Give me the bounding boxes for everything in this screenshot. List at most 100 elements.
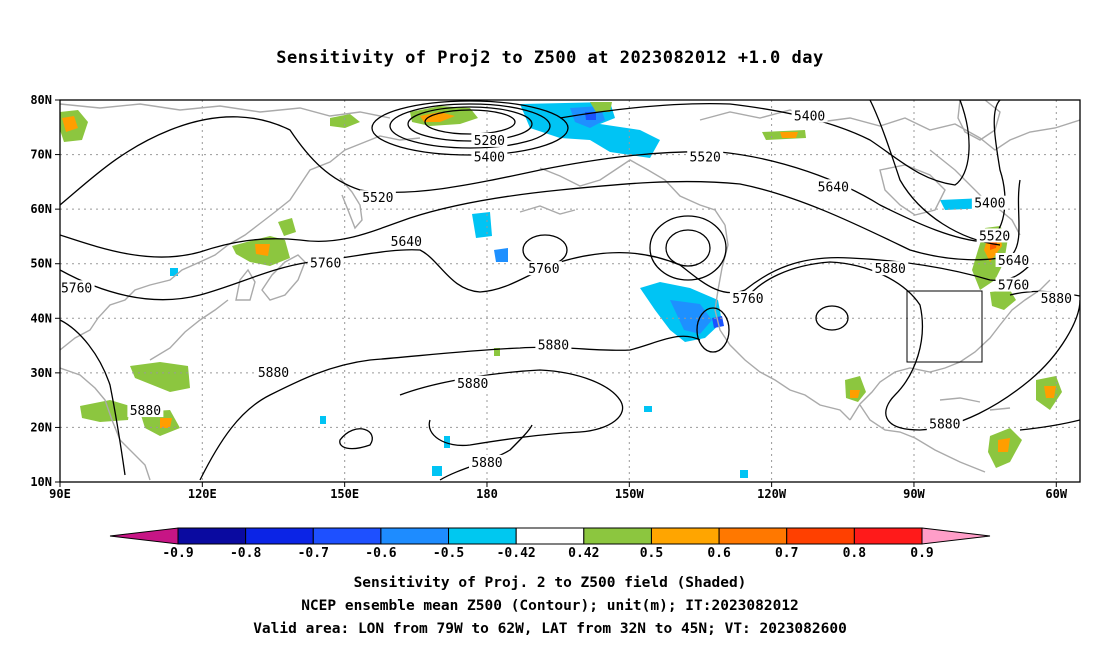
colorbar-label: 0.6 <box>707 546 731 561</box>
colorbar-label: -0.5 <box>433 546 464 561</box>
colorbar <box>109 527 991 545</box>
contour-label: 5760 <box>310 257 341 272</box>
contour-label-bg <box>127 403 164 418</box>
latitude-label: 30N <box>30 366 52 380</box>
contour-label: 5880 <box>1041 292 1072 307</box>
latitude-label: 50N <box>30 257 52 271</box>
contour-label: 5400 <box>974 197 1005 212</box>
contour-label-bg <box>995 252 1032 267</box>
contour-label-bg <box>471 132 508 147</box>
latitude-label: 20N <box>30 420 52 434</box>
contour-label-bg <box>1038 291 1075 306</box>
contour-label: 5400 <box>794 109 825 124</box>
contour-label: 5640 <box>818 180 849 195</box>
colorbar-label: 0.42 <box>568 546 599 561</box>
contour-label-bg <box>471 149 508 164</box>
longitude-label: 150E <box>330 487 359 501</box>
shaded-sensitivity-regions <box>60 102 1062 478</box>
contour-label-bg <box>971 195 1008 210</box>
colorbar-label: 0.9 <box>910 546 933 561</box>
longitude-label: 180 <box>476 487 498 501</box>
figure-caption: Sensitivity of Proj. 2 to Z500 field (Sh… <box>0 572 1100 641</box>
latitude-label: 60N <box>30 202 52 216</box>
colorbar-label: -0.7 <box>298 546 329 561</box>
contour-label-bg <box>60 280 95 295</box>
longitude-label: 90W <box>903 487 925 501</box>
plot-frame <box>59 99 1081 483</box>
contour-label: 5520 <box>362 191 393 206</box>
colorbar-label: 0.8 <box>843 546 867 561</box>
contour-label: 5520 <box>690 150 721 165</box>
colorbar-segment <box>312 527 382 545</box>
contour-label-bg <box>976 228 1013 243</box>
longitude-label: 60W <box>1045 487 1067 501</box>
contour-label-bg <box>307 255 344 270</box>
plot-title: Sensitivity of Proj2 to Z500 at 20230820… <box>276 48 824 68</box>
longitude-label: 150W <box>615 487 645 501</box>
contour-label-bg <box>359 190 396 205</box>
contour-label-bg <box>926 416 963 431</box>
contour-label: 5880 <box>538 339 569 354</box>
contour-label: 5880 <box>929 418 960 433</box>
axis-ticks <box>55 99 1057 487</box>
longitude-label: 90E <box>49 487 71 501</box>
contour-label-bg <box>687 149 724 164</box>
caption-line-1: Sensitivity of Proj. 2 to Z500 field (Sh… <box>353 575 747 591</box>
contour-label: 5760 <box>732 292 763 307</box>
contour-label: 5280 <box>474 134 505 149</box>
contour-label-bg <box>872 261 909 276</box>
colorbar-segment <box>718 527 788 545</box>
latitude-label: 40N <box>30 311 52 325</box>
contour-label: 5760 <box>998 279 1029 294</box>
colorbar-label: 0.7 <box>775 546 798 561</box>
colorbar-label: -0.8 <box>230 546 261 561</box>
contour-label-bg <box>995 277 1032 292</box>
contour-label-bg <box>791 108 828 123</box>
caption-line-3: Valid area: LON from 79W to 62W, LAT fro… <box>253 621 847 637</box>
latitude-labels: 80N 70N 60N 50N 40N 30N 20N 10N <box>30 93 52 489</box>
longitude-labels: 90E 120E 150E 180 150W 120W 90W 60W <box>49 487 1068 501</box>
contour-label: 5520 <box>979 229 1010 244</box>
colorbar-segment <box>380 527 450 545</box>
latitude-label: 80N <box>30 93 52 107</box>
contour-label-bg <box>525 261 562 276</box>
contour-label: 5640 <box>998 254 1029 269</box>
contour-labels: 5280540054005400552055205520564056405640… <box>60 108 1075 471</box>
colorbar-segment <box>583 527 652 545</box>
contour-label: 5760 <box>528 262 559 277</box>
colorbar-segment <box>448 527 517 545</box>
colorbar-segment <box>177 527 247 545</box>
contour-label-bg <box>468 454 505 469</box>
contour-label-bg <box>729 291 766 306</box>
latitude-label: 70N <box>30 148 52 162</box>
contour-label-bg <box>535 337 572 352</box>
contour-label: 5880 <box>457 377 488 392</box>
colorbar-segment <box>245 527 314 545</box>
coastlines <box>60 100 1080 481</box>
contour-label-bg <box>454 375 491 390</box>
contour-label-bg <box>388 233 425 248</box>
contour-label: 5880 <box>471 456 502 471</box>
colorbar-label: -0.9 <box>162 546 193 561</box>
colorbar-label: -0.42 <box>497 546 536 561</box>
contour-label-bg <box>815 179 852 194</box>
colorbar-label: 0.5 <box>640 546 663 561</box>
validation-area-box <box>906 290 983 363</box>
contour-label: 5640 <box>391 235 422 250</box>
caption-line-2: NCEP ensemble mean Z500 (Contour); unit(… <box>301 598 799 614</box>
colorbar-segment <box>650 527 720 545</box>
latitude-label: 10N <box>30 475 52 489</box>
longitude-label: 120W <box>757 487 787 501</box>
longitude-label: 120E <box>188 487 217 501</box>
contour-label: 5400 <box>474 150 505 165</box>
colorbar-segment <box>786 527 855 545</box>
colorbar-label: -0.6 <box>365 546 396 561</box>
contour-label: 5760 <box>61 281 92 296</box>
colorbar-low-extend <box>109 527 179 545</box>
colorbar-high-extend <box>921 527 991 545</box>
colorbar-labels: -0.9 -0.8 -0.7 -0.6 -0.5 -0.42 0.42 0.5 0.6 0.7 0.… <box>162 546 933 561</box>
contour-label: 5880 <box>130 404 161 419</box>
contour-label: 5880 <box>258 366 289 381</box>
contour-label-bg <box>255 364 292 379</box>
